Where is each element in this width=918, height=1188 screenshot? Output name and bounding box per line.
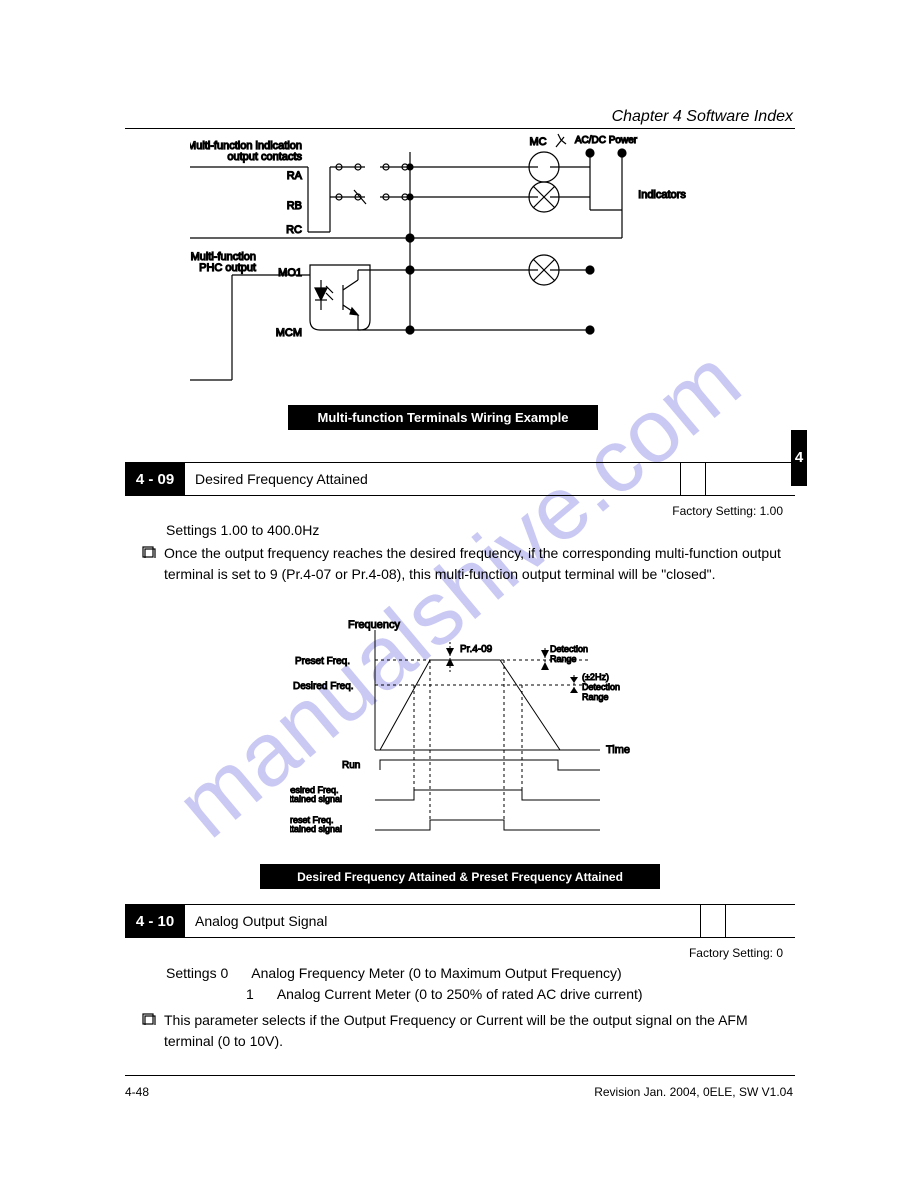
page-title: Chapter 4 Software Index [612, 105, 793, 129]
svg-text:Detection: Detection [550, 644, 588, 654]
timing-chart: Frequency Time Preset Freq. Desired Freq… [290, 610, 650, 858]
svg-text:Desired Freq.: Desired Freq. [293, 681, 354, 692]
svg-text:AC/DC Power: AC/DC Power [575, 135, 638, 146]
bullet-icon [142, 1010, 164, 1052]
body-text-410: This parameter selects if the Output Fre… [164, 1010, 792, 1052]
factory-setting-410: Factory Setting: 0 [689, 944, 783, 962]
body-text-409: Once the output frequency reaches the de… [164, 543, 792, 585]
page: Chapter 4 Software Index 4 manualshive.c… [0, 0, 918, 1188]
param-code: 4 - 09 [125, 462, 185, 496]
figure2-caption: Desired Frequency Attained & Preset Freq… [260, 864, 660, 889]
svg-text:attained signal: attained signal [290, 824, 342, 834]
svg-text:Preset Freq.: Preset Freq. [295, 656, 350, 667]
wiring-svg: Multi-function indication output contact… [190, 130, 690, 390]
svg-text:Range: Range [582, 692, 609, 702]
bullet-icon [142, 543, 164, 585]
param-code: 4 - 10 [125, 904, 185, 938]
svg-text:Pr.4-09: Pr.4-09 [460, 644, 493, 655]
factory-setting-409: Factory Setting: 1.00 [672, 502, 783, 520]
footer-left: 4-48 [125, 1085, 149, 1099]
footer-rule [125, 1075, 795, 1076]
svg-text:attained signal: attained signal [290, 794, 342, 804]
param-desc: Desired Frequency Attained [185, 462, 695, 496]
settings-val-1: Analog Current Meter (0 to 250% of rated… [277, 986, 643, 1002]
settings-409: Settings 1.00 to 400.0Hz [166, 520, 319, 541]
svg-text:MCM: MCM [276, 327, 302, 339]
param-desc: Analog Output Signal [185, 904, 695, 938]
svg-text:Range: Range [550, 654, 577, 664]
svg-text:Detection: Detection [582, 682, 620, 692]
svg-text:RA: RA [287, 170, 303, 182]
svg-text:Time: Time [606, 744, 630, 756]
param-4-09: 4 - 09 Desired Frequency Attained [125, 462, 795, 496]
svg-text:(±2Hz): (±2Hz) [582, 672, 609, 682]
header-rule [125, 128, 795, 129]
svg-text:RC: RC [286, 224, 302, 236]
svg-text:MO1: MO1 [278, 267, 302, 279]
svg-text:output contacts: output contacts [227, 151, 302, 163]
param-4-10: 4 - 10 Analog Output Signal [125, 904, 795, 938]
svg-text:RB: RB [287, 200, 302, 212]
settings-label-1: 1 [246, 986, 254, 1002]
svg-text:Run: Run [342, 760, 360, 771]
svg-text:PHC output: PHC output [199, 262, 256, 274]
wiring-diagram: Multi-function indication output contact… [190, 130, 690, 390]
svg-text:MC: MC [529, 136, 546, 148]
svg-text:Indicators: Indicators [638, 189, 686, 201]
footer-right: Revision Jan. 2004, 0ELE, SW V1.04 [594, 1085, 793, 1099]
svg-text:Frequency: Frequency [348, 619, 400, 631]
settings-val-0: Analog Frequency Meter (0 to Maximum Out… [251, 965, 621, 981]
figure1-caption: Multi-function Terminals Wiring Example [288, 405, 598, 430]
settings-label: Settings 0 [166, 965, 228, 981]
